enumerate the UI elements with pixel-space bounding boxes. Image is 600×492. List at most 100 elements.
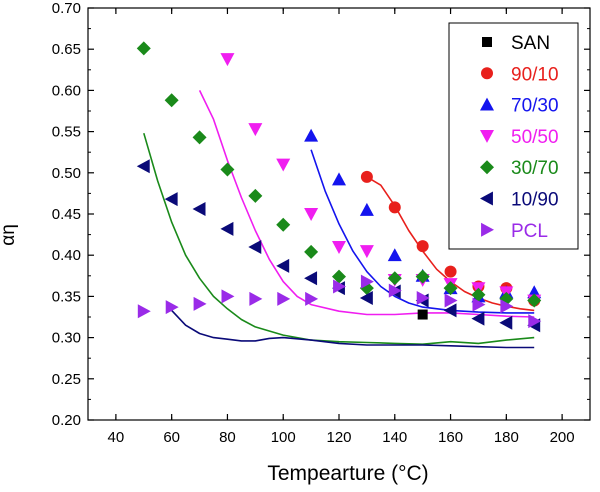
legend-label-90-10: 90/10 — [511, 64, 559, 85]
data-point-pcl — [500, 299, 514, 314]
data-point-10-90 — [136, 159, 150, 174]
legend-marker-50-50 — [480, 129, 494, 143]
data-point-pcl — [472, 297, 486, 312]
fit-line-30-70 — [143, 132, 535, 346]
y-tick-label: 0.60 — [52, 82, 81, 99]
x-tick-label: 120 — [326, 429, 351, 446]
y-tick-label: 0.35 — [52, 288, 81, 305]
y-tick-label: 0.40 — [52, 247, 81, 264]
data-point-pcl — [249, 291, 263, 306]
y-tick-label: 0.65 — [52, 41, 81, 58]
legend-marker-30-70 — [480, 160, 494, 175]
x-tick-label: 100 — [271, 429, 296, 446]
data-point-70-30 — [332, 172, 346, 186]
legend-marker-pcl — [481, 222, 494, 237]
legend-box — [448, 22, 579, 250]
data-point-10-90 — [248, 239, 262, 254]
data-point-pcl — [221, 289, 235, 304]
y-tick-label: 0.45 — [52, 206, 81, 223]
data-point-30-70 — [443, 281, 458, 296]
legend-marker-10-90 — [480, 191, 493, 206]
data-point-pcl — [193, 296, 207, 311]
data-point-30-70 — [192, 130, 207, 145]
legend: SAN 90/10 70/30 50/50 30/70 10/90 PCL — [448, 22, 579, 250]
data-point-10-90 — [164, 192, 178, 207]
legend-label-pcl: PCL — [511, 221, 548, 242]
x-tick-label: 140 — [382, 429, 407, 446]
legend-marker-90-10 — [481, 67, 493, 80]
x-tick-label: 160 — [438, 429, 463, 446]
data-point-70-30 — [387, 248, 402, 262]
y-tick-label: 0.70 — [52, 0, 81, 17]
legend-marker-70-30 — [480, 97, 494, 111]
data-point-pcl — [444, 293, 458, 308]
data-point-30-70 — [164, 93, 179, 108]
data-point-pcl — [416, 291, 430, 306]
data-point-pcl — [305, 291, 319, 306]
data-point-pcl — [165, 300, 179, 315]
data-point-10-90 — [499, 315, 513, 330]
data-point-30-70 — [527, 293, 542, 308]
y-axis: 0.20 0.25 0.30 0.35 0.40 0.45 0.50 0.55 0.60 0.65… — [52, 0, 590, 429]
y-tick-label: 0.50 — [52, 165, 81, 182]
data-point-50-50 — [276, 158, 291, 172]
data-point-pcl — [388, 283, 402, 298]
data-point-30-70 — [415, 269, 430, 284]
data-point-10-90 — [220, 221, 234, 236]
data-point-50-50 — [332, 241, 346, 254]
legend-marker-san — [482, 37, 492, 47]
data-points — [136, 41, 542, 333]
data-point-90-10 — [388, 201, 401, 214]
data-point-30-70 — [276, 217, 291, 232]
y-tick-label: 0.30 — [52, 330, 81, 347]
x-tick-label: 200 — [550, 429, 575, 446]
data-point-30-70 — [248, 188, 263, 203]
data-point-30-70 — [304, 244, 319, 259]
data-point-pcl — [137, 304, 151, 319]
data-point-30-70 — [136, 41, 151, 56]
data-point-10-90 — [443, 303, 457, 318]
x-axis-label: Tempearture (°C) — [267, 462, 428, 485]
x-tick-label: 180 — [494, 429, 519, 446]
data-point-90-10 — [444, 265, 457, 278]
data-point-pcl — [360, 274, 374, 289]
data-point-50-50 — [248, 123, 263, 137]
legend-label-30-70: 30/70 — [511, 158, 559, 179]
data-point-pcl — [528, 314, 542, 329]
data-point-san — [417, 309, 428, 320]
x-tick-label: 40 — [108, 429, 125, 446]
y-tick-label: 0.20 — [52, 412, 81, 429]
legend-label-10-90: 10/90 — [511, 190, 559, 211]
data-point-90-10 — [360, 170, 373, 183]
legend-label-50-50: 50/50 — [511, 127, 559, 148]
y-axis-label: αη — [0, 224, 19, 246]
x-axis: 40 60 80 100 120 140 160 180 200 — [108, 8, 575, 446]
data-point-10-90 — [359, 291, 373, 306]
data-point-30-70 — [220, 162, 235, 177]
data-point-90-10 — [416, 240, 429, 253]
data-point-pcl — [277, 291, 291, 306]
data-point-10-90 — [304, 271, 318, 286]
data-point-30-70 — [332, 269, 346, 284]
data-point-30-70 — [387, 271, 402, 286]
fit-line-50-50 — [198, 90, 535, 318]
legend-label-san: SAN — [511, 33, 550, 54]
data-point-50-50 — [304, 208, 319, 221]
data-point-50-50 — [220, 53, 235, 67]
data-point-70-30 — [359, 202, 374, 216]
data-point-70-30 — [304, 128, 319, 142]
x-tick-label: 80 — [219, 429, 236, 446]
data-point-pcl — [333, 279, 346, 294]
data-point-50-50 — [359, 245, 374, 259]
fit-line-70-30 — [310, 149, 535, 314]
data-point-10-90 — [192, 202, 206, 217]
y-tick-label: 0.55 — [52, 124, 81, 141]
y-tick-label: 0.25 — [52, 371, 81, 388]
data-point-10-90 — [471, 311, 485, 326]
fit-line-10-90 — [171, 309, 535, 349]
data-point-30-70 — [471, 287, 486, 302]
data-point-10-90 — [276, 258, 290, 273]
legend-label-70-30: 70/30 — [511, 96, 559, 117]
x-tick-label: 60 — [163, 429, 180, 446]
